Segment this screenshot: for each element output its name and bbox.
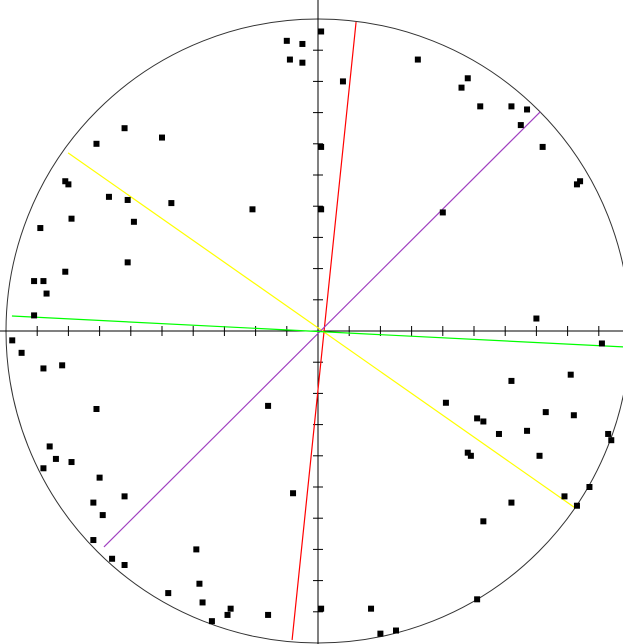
point [458,84,465,91]
point [59,362,66,369]
point [467,452,474,459]
point [517,122,524,129]
point [299,40,306,47]
point [539,143,546,150]
point [533,315,540,322]
point [605,430,612,437]
point [159,134,165,141]
point [40,465,47,472]
point [37,225,44,232]
point [124,196,131,203]
plane-line [103,111,541,548]
point [193,546,200,553]
point [508,499,515,506]
point [93,140,100,147]
point [121,125,128,132]
point [121,562,128,568]
point [105,193,112,200]
point [31,312,38,319]
point [508,103,515,110]
point [62,178,69,185]
point [121,493,128,500]
point [318,143,325,150]
point [96,474,103,481]
point [93,406,100,412]
point [199,599,206,606]
point [68,215,75,222]
point [368,605,375,612]
point [109,555,116,562]
point [598,340,605,347]
point [130,218,137,225]
point [477,103,484,110]
point [249,206,256,213]
point [608,437,615,444]
point [480,518,487,525]
point [43,290,50,297]
point [299,59,306,66]
point [586,484,593,490]
point [168,200,175,207]
point [542,409,549,416]
plane-line [11,315,623,348]
point [46,443,53,450]
point [52,455,59,462]
point [196,580,203,587]
point [224,611,231,618]
point [318,206,325,213]
point [90,537,97,544]
point [90,499,97,506]
point [18,349,25,356]
plane-line [291,22,357,640]
point [99,512,106,519]
point [464,75,471,82]
point [286,56,293,63]
point [561,493,568,500]
point [524,106,531,113]
point [442,399,449,406]
point [474,415,481,422]
point [573,181,580,188]
point [577,178,584,185]
point [290,490,297,497]
point [265,402,272,409]
point [265,611,272,618]
point [377,630,384,637]
point [9,337,16,344]
point [31,278,38,285]
point [393,627,399,634]
point [318,605,325,612]
point [480,418,487,425]
point [414,56,421,63]
point [464,449,471,456]
point [208,618,215,625]
point [68,459,75,466]
point [536,452,543,459]
point [165,590,172,597]
point [567,371,574,378]
point [62,268,69,275]
point [124,259,131,266]
point [495,430,502,437]
point [524,427,531,434]
point [65,181,72,188]
point [573,502,580,509]
point [439,209,446,216]
point [283,37,290,44]
point [318,28,325,35]
point [508,377,515,384]
point [570,412,577,419]
point [40,278,47,285]
point [474,596,481,603]
point [227,605,234,612]
point [40,365,47,372]
point [339,78,346,85]
